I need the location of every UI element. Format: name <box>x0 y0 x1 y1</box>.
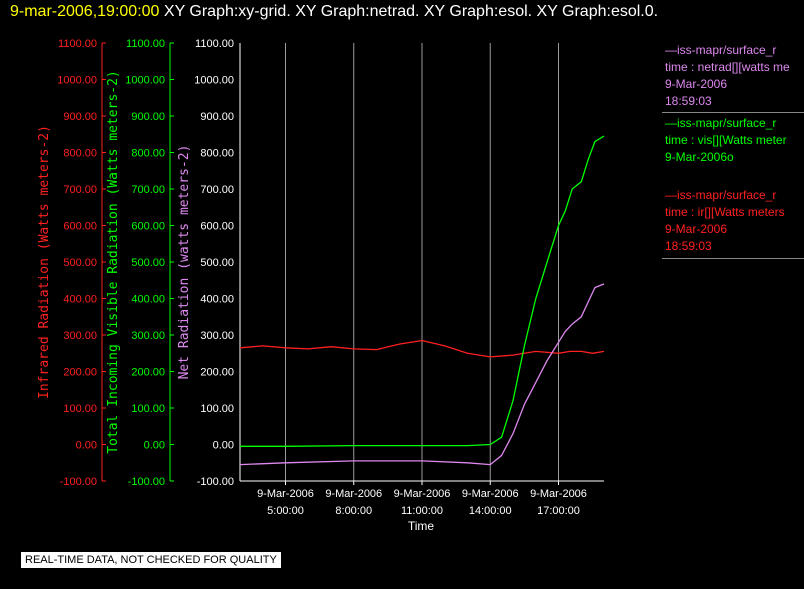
y-tick-label-1-11: 1000.00 <box>125 75 165 87</box>
y-tick-label-1-7: 600.00 <box>131 221 165 233</box>
series-line-vis <box>240 135 605 447</box>
legend-vis-variable: time : vis[][Watts meter <box>665 133 787 147</box>
legend-entry-ir <box>662 183 804 259</box>
legend-ir-variable: time : ir[][Watts meters <box>665 205 785 219</box>
legend-ir-time: 18:59:03 <box>665 239 712 253</box>
x-tick-date-2: 9-Mar-2006 <box>394 488 451 500</box>
y-tick-label-2-11: 1000.00 <box>194 75 234 87</box>
y-axis-title-0: Infrared Radiation (Watts meters-2) <box>37 125 52 399</box>
y-tick-label-1-2: 100.00 <box>131 403 165 415</box>
y-tick-label-1-3: 200.00 <box>131 367 165 379</box>
series-line-ir <box>239 339 605 358</box>
y-tick-label-1-12: 1100.00 <box>126 38 165 50</box>
y-tick-label-1-1: 0.00 <box>144 440 165 452</box>
legend-vis: —iss-mapr/surface_r time : vis[][Watts m… <box>665 115 787 166</box>
header-timestamp: 9-mar-2006,19:00:00 <box>10 3 160 20</box>
y-tick-label-1-9: 800.00 <box>131 148 165 160</box>
y-tick-label-2-10: 900.00 <box>200 111 234 123</box>
y-tick-label-1-0: -100.00 <box>128 476 165 488</box>
y-tick-label-0-2: 100.00 <box>63 403 97 415</box>
x-tick-time-3: 14:00:00 <box>469 505 512 517</box>
chart-header: 9-mar-2006,19:00:00 XY Graph:xy-grid. XY… <box>10 3 658 21</box>
y-tick-label-0-5: 400.00 <box>63 294 97 306</box>
x-tick-time-4: 17:00:00 <box>537 505 580 517</box>
y-tick-label-0-12: 1100.00 <box>58 38 97 50</box>
y-tick-label-0-1: 0.00 <box>76 440 97 452</box>
y-tick-label-0-7: 600.00 <box>63 221 97 233</box>
x-tick-date-1: 9-Mar-2006 <box>325 488 382 500</box>
y-tick-label-2-3: 200.00 <box>200 367 234 379</box>
y-axis-title-2: Net Radiation (watts meters-2) <box>177 145 192 380</box>
y-tick-label-2-4: 300.00 <box>200 330 234 342</box>
legend-netrad-source: —iss-mapr/surface_r <box>665 43 777 57</box>
y-tick-label-2-12: 1100.00 <box>195 38 234 50</box>
y-tick-label-0-8: 700.00 <box>63 184 97 196</box>
y-tick-label-1-10: 900.00 <box>131 111 165 123</box>
y-axis-title-1: Total Incoming Visible Radiation (Watts … <box>106 70 121 454</box>
y-tick-label-0-10: 900.00 <box>63 111 97 123</box>
x-tick-time-2: 11:00:00 <box>401 505 443 517</box>
legend-netrad: —iss-mapr/surface_r time : netrad[][watt… <box>665 42 790 110</box>
series-line-netrad <box>239 283 605 466</box>
y-tick-label-0-6: 500.00 <box>63 257 97 269</box>
y-tick-label-1-5: 400.00 <box>131 294 165 306</box>
y-tick-label-0-9: 800.00 <box>63 148 97 160</box>
x-tick-date-4: 9-Mar-2006 <box>530 488 587 500</box>
y-tick-label-2-8: 700.00 <box>200 184 234 196</box>
legend-netrad-date: 9-Mar-2006 <box>665 77 728 91</box>
legend-entry-netrad <box>662 40 804 113</box>
header-graph-list: XY Graph:xy-grid. XY Graph:netrad. XY Gr… <box>163 3 659 20</box>
y-tick-label-0-3: 200.00 <box>63 367 97 379</box>
y-tick-label-1-4: 300.00 <box>131 330 165 342</box>
legend-netrad-time: 18:59:03 <box>665 94 712 108</box>
legend-ir-date: 9-Mar-2006 <box>665 222 728 236</box>
y-tick-label-2-2: 100.00 <box>200 403 234 415</box>
y-tick-label-1-8: 700.00 <box>131 184 165 196</box>
y-tick-label-0-11: 1000.00 <box>57 75 97 87</box>
quality-note: REAL-TIME DATA, NOT CHECKED FOR QUALITY <box>20 551 282 569</box>
legend-ir-source: —iss-mapr/surface_r <box>665 188 777 202</box>
legend-ir: —iss-mapr/surface_r time : ir[][Watts me… <box>665 187 785 255</box>
y-tick-label-2-7: 600.00 <box>200 221 234 233</box>
y-tick-label-0-0: -100.00 <box>60 476 97 488</box>
x-axis-label: Time <box>408 519 435 533</box>
y-tick-label-2-6: 500.00 <box>200 257 234 269</box>
x-tick-time-0: 5:00:00 <box>267 505 304 517</box>
legend-netrad-variable: time : netrad[][watts me <box>665 60 790 74</box>
legend-vis-date: 9-Mar-2006o <box>665 150 734 164</box>
x-tick-time-1: 8:00:00 <box>335 505 372 517</box>
y-tick-label-1-6: 500.00 <box>131 257 165 269</box>
y-tick-label-0-4: 300.00 <box>63 330 97 342</box>
y-tick-label-2-1: 0.00 <box>213 440 234 452</box>
y-tick-label-2-5: 400.00 <box>200 294 234 306</box>
y-tick-label-2-0: -100.00 <box>197 476 234 488</box>
legend-vis-source: —iss-mapr/surface_r <box>665 116 777 130</box>
x-tick-date-0: 9-Mar-2006 <box>257 488 314 500</box>
y-tick-label-2-9: 800.00 <box>200 148 234 160</box>
x-tick-date-3: 9-Mar-2006 <box>462 488 519 500</box>
